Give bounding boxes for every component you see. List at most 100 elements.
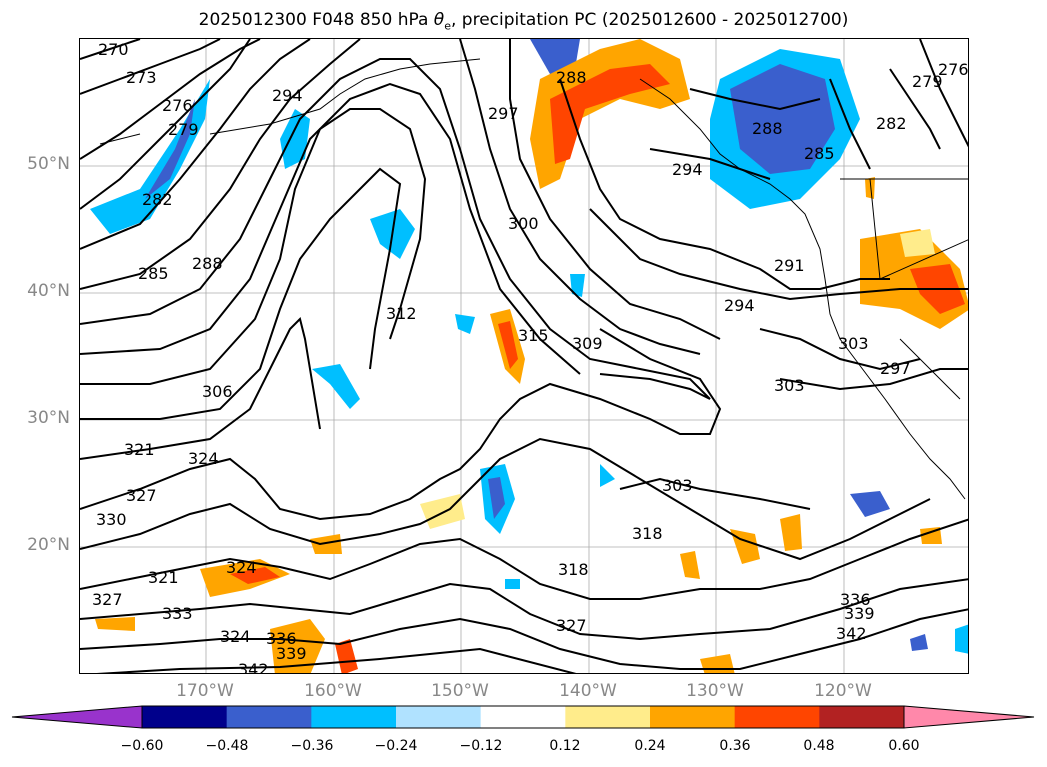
colorbar-segment xyxy=(226,706,312,728)
colorbar-tick-label: −0.36 xyxy=(290,738,334,754)
precip-blob xyxy=(498,321,518,369)
precip-blob xyxy=(780,514,802,551)
precip-blob xyxy=(900,229,935,257)
contour-label: 282 xyxy=(876,114,907,133)
precip-blob xyxy=(488,477,505,519)
contour-label: 318 xyxy=(632,524,663,543)
theta-symbol: θ xyxy=(433,10,445,30)
contour-label: 300 xyxy=(508,214,539,233)
colorbar-segment xyxy=(480,706,566,728)
colorbar-segments xyxy=(11,705,1035,729)
title-text: 2025012300 F048 850 hPa xyxy=(198,10,434,30)
contour-label: 294 xyxy=(272,86,303,105)
contour-label: 297 xyxy=(488,104,519,123)
precip-blob xyxy=(850,491,890,517)
colorbar-tick-label: 0.24 xyxy=(634,738,666,754)
colorbar-segment xyxy=(396,706,482,728)
precip-blob xyxy=(455,314,475,334)
contour-label: 336 xyxy=(266,629,297,648)
precip-blob xyxy=(335,639,358,673)
precip-blob xyxy=(570,274,585,297)
contour-label: 333 xyxy=(162,604,193,623)
contour-label: 291 xyxy=(774,256,805,275)
contour-labels: 270 273 276 279 282 285 288 294 297 300 … xyxy=(92,40,969,674)
contour-label: 309 xyxy=(572,334,603,353)
precip-blob xyxy=(90,79,210,234)
contour-label: 342 xyxy=(238,660,269,674)
lon-label: 170°W xyxy=(176,681,234,701)
contour-label: 285 xyxy=(138,264,169,283)
contour-label: 336 xyxy=(840,590,871,609)
contour-label: 327 xyxy=(556,616,587,635)
precip-negative-shading xyxy=(90,39,968,654)
contour-label: 273 xyxy=(126,68,157,87)
contour-label: 324 xyxy=(226,558,257,577)
contour-label: 279 xyxy=(912,72,943,91)
contour-label: 303 xyxy=(838,334,869,353)
colorbar xyxy=(11,705,1035,729)
contour-label: 288 xyxy=(752,119,783,138)
precip-blob xyxy=(600,464,615,487)
map-panel: 270 273 276 279 282 285 288 294 297 300 … xyxy=(79,38,969,674)
theta-subscript: e xyxy=(444,19,451,33)
contour-label: 282 xyxy=(142,190,173,209)
contour-label: 324 xyxy=(188,449,219,468)
precip-blob xyxy=(920,527,942,544)
precip-blob xyxy=(730,529,760,564)
contour-label: 270 xyxy=(98,40,129,59)
precip-blob xyxy=(730,64,835,174)
theta-e-contours xyxy=(80,39,968,673)
precip-blob xyxy=(910,634,928,651)
lon-label: 120°W xyxy=(814,681,872,701)
contour-label: 279 xyxy=(168,120,199,139)
colorbar-extend-min xyxy=(11,705,143,729)
contour-label: 276 xyxy=(162,96,193,115)
contour-label: 327 xyxy=(126,486,157,505)
lat-label: 20°N xyxy=(27,535,70,555)
contour-label: 339 xyxy=(844,604,875,623)
precip-blob xyxy=(550,64,670,164)
contour-label: 321 xyxy=(124,440,155,459)
contour-label: 294 xyxy=(672,160,703,179)
contour-label: 276 xyxy=(938,60,969,79)
contour-label: 306 xyxy=(202,382,233,401)
contour-label: 297 xyxy=(880,359,911,378)
colorbar-segment xyxy=(565,706,651,728)
contour-label: 303 xyxy=(662,476,693,495)
colorbar-tick-label: −0.48 xyxy=(205,738,249,754)
contour-label: 330 xyxy=(96,510,127,529)
gridlines xyxy=(80,39,968,673)
precip-blob xyxy=(95,617,135,631)
contour-label: 339 xyxy=(276,644,307,663)
contour-label: 315 xyxy=(518,326,549,345)
contour-label: 312 xyxy=(386,304,417,323)
map-canvas: 270 273 276 279 282 285 288 294 297 300 … xyxy=(80,39,969,674)
precip-blob xyxy=(865,177,875,199)
colorbar-tick-label: 0.48 xyxy=(803,738,835,754)
contour-label: 303 xyxy=(774,376,805,395)
contour-label: 318 xyxy=(558,560,589,579)
precip-blob xyxy=(700,654,735,673)
contour-label: 324 xyxy=(220,627,251,646)
precip-blob xyxy=(955,624,968,654)
colorbar-segment xyxy=(734,706,820,728)
colorbar-segment xyxy=(819,706,905,728)
contour-label: 294 xyxy=(724,296,755,315)
precip-blob xyxy=(680,551,700,579)
lon-label: 150°W xyxy=(431,681,489,701)
contour-label: 285 xyxy=(804,144,835,163)
colorbar-extend-max xyxy=(903,705,1035,729)
precip-blob xyxy=(312,364,360,409)
lon-label: 160°W xyxy=(304,681,362,701)
precip-blob xyxy=(505,579,520,589)
contour-label: 321 xyxy=(148,568,179,587)
colorbar-tick-label: −0.12 xyxy=(459,738,503,754)
contour-label: 288 xyxy=(556,68,587,87)
colorbar-tick-label: −0.60 xyxy=(120,738,164,754)
lat-label: 40°N xyxy=(27,281,70,301)
contour-label: 288 xyxy=(192,254,223,273)
contour-label: 342 xyxy=(836,624,867,643)
map-title: 2025012300 F048 850 hPa θe, precipitatio… xyxy=(0,10,1047,32)
lon-label: 140°W xyxy=(559,681,617,701)
contour-label: 327 xyxy=(92,590,123,609)
